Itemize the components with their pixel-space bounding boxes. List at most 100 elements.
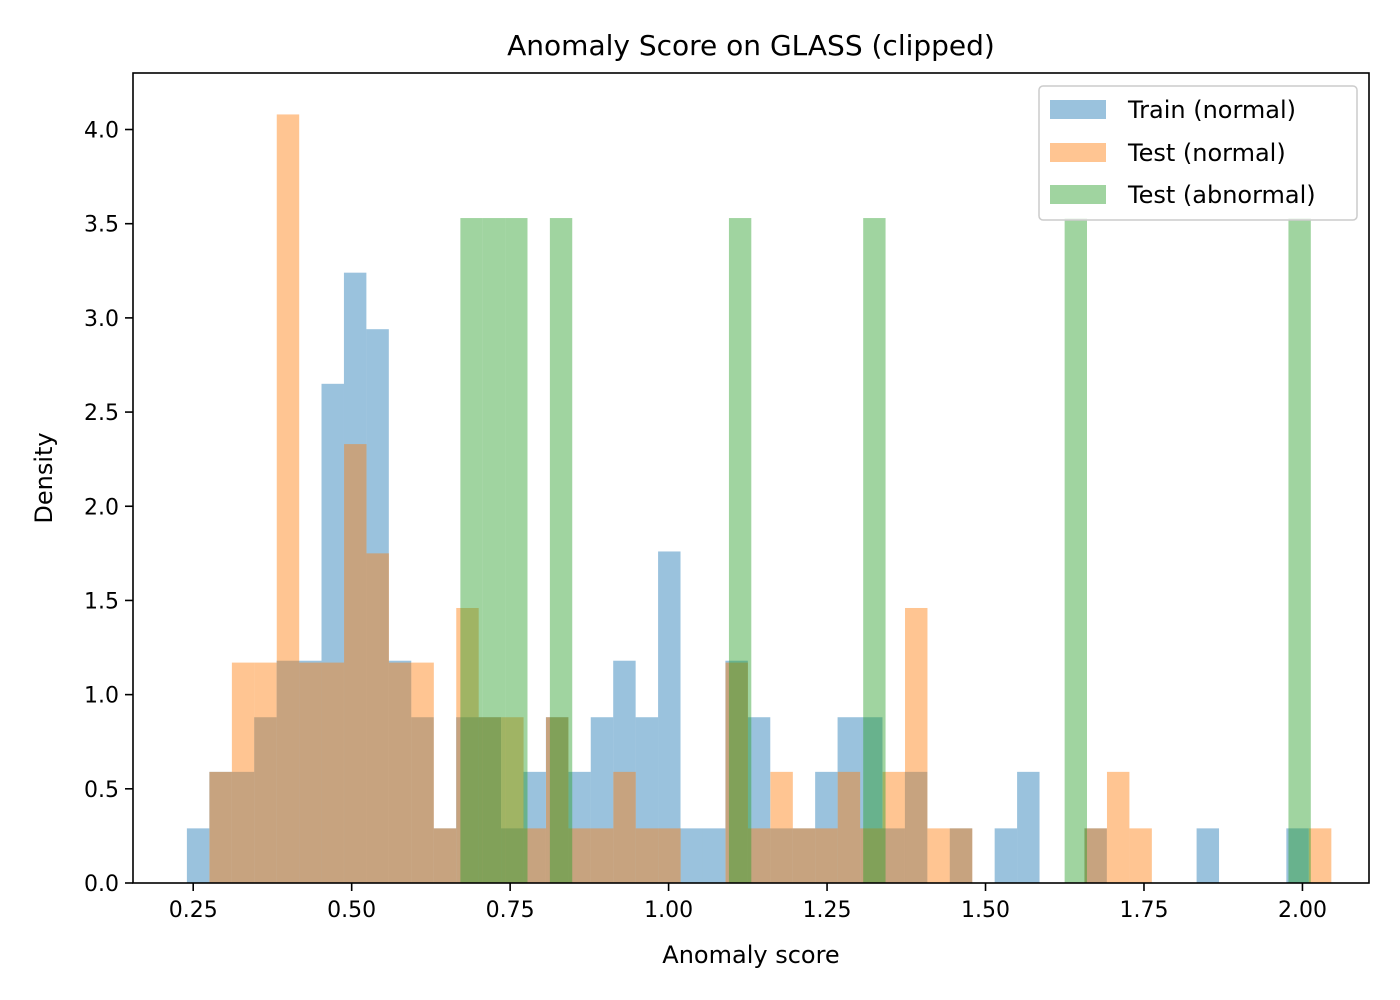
legend-label-test-abnormal: Test (abnormal) xyxy=(1127,181,1316,209)
x-tick-label: 1.25 xyxy=(803,898,852,923)
histogram-bar xyxy=(209,771,232,883)
histogram-bar xyxy=(568,771,591,883)
histogram-bar xyxy=(186,828,210,883)
histogram-bar xyxy=(905,607,928,883)
histogram-bar xyxy=(860,828,883,883)
histogram-bar xyxy=(882,771,906,883)
histogram-bar xyxy=(433,828,457,883)
histogram-bar xyxy=(680,828,703,883)
histogram-bar xyxy=(411,662,434,883)
histogram-bar xyxy=(1129,828,1152,883)
histogram-bar xyxy=(1017,771,1040,883)
histogram-bar xyxy=(546,717,569,883)
x-axis-label: Anomaly score xyxy=(662,941,839,969)
histogram-bar xyxy=(1286,828,1309,883)
histogram-bar xyxy=(478,717,502,883)
legend-swatch-test-normal xyxy=(1050,143,1106,162)
histogram-bar xyxy=(209,771,232,883)
histogram-bar xyxy=(299,660,322,883)
histogram-bar xyxy=(411,717,434,883)
histogram-bar xyxy=(613,771,636,883)
histogram-bar xyxy=(770,771,793,883)
histogram-bar xyxy=(882,828,905,883)
histogram-bar xyxy=(590,828,614,883)
histogram-bar xyxy=(1084,828,1107,883)
histogram-bar xyxy=(1288,218,1311,884)
histogram-bar xyxy=(460,218,483,884)
histogram-bar xyxy=(658,828,681,883)
histogram-bar xyxy=(635,828,659,883)
x-axis-ticks: 0.25 0.50 0.75 1.00 1.25 1.50 1.75 2.00 xyxy=(169,883,1327,923)
legend: Train (normal) Test (normal) Test (abnor… xyxy=(1038,85,1358,221)
histogram-bar xyxy=(994,828,1018,883)
histogram-bar xyxy=(702,828,726,883)
series-test-abnormal xyxy=(460,218,1311,884)
histogram-bar xyxy=(728,218,752,884)
histogram-bar xyxy=(545,717,569,883)
x-tick-label: 1.50 xyxy=(961,898,1010,923)
y-tick-label: 1.5 xyxy=(84,589,119,614)
histogram-bar xyxy=(747,717,771,883)
histogram-bar xyxy=(658,551,681,883)
histogram-bar xyxy=(949,828,973,883)
histogram-bar xyxy=(433,828,457,883)
histogram-bar xyxy=(1106,771,1130,883)
histogram-bar xyxy=(635,717,659,883)
chart-title: Anomaly Score on GLASS (clipped) xyxy=(507,29,995,62)
histogram-bar xyxy=(549,218,573,884)
histogram-bar xyxy=(388,662,412,883)
y-axis-label: Density xyxy=(30,432,58,523)
histogram-bar xyxy=(388,660,412,883)
y-tick-label: 2.5 xyxy=(84,401,119,426)
y-tick-label: 2.0 xyxy=(84,495,119,520)
series-test-normal xyxy=(209,114,1332,883)
histogram-bar xyxy=(344,444,367,883)
histogram-bar xyxy=(343,272,367,883)
y-axis-ticks: 0.0 0.5 1.0 1.5 2.0 2.5 3.0 3.5 4.0 xyxy=(84,119,133,897)
histogram-bar xyxy=(792,828,816,883)
histogram-bar xyxy=(366,553,389,883)
histogram-bar xyxy=(815,828,838,883)
histogram-bar xyxy=(254,717,277,883)
y-tick-label: 1.0 xyxy=(84,684,119,709)
histogram-bar xyxy=(276,114,300,883)
histogram-bar xyxy=(1064,218,1087,884)
x-tick-label: 0.25 xyxy=(169,898,218,923)
legend-swatch-test-abnormal xyxy=(1050,185,1106,204)
histogram-bar xyxy=(1084,828,1107,883)
histogram-bar xyxy=(837,771,861,883)
legend-label-test-normal: Test (normal) xyxy=(1127,139,1286,167)
x-tick-label: 1.00 xyxy=(644,898,693,923)
histogram-bar xyxy=(770,828,793,883)
histogram-bar xyxy=(456,607,479,883)
histogram-bar xyxy=(860,717,883,883)
y-tick-label: 0.0 xyxy=(84,872,119,897)
legend-label-train-normal: Train (normal) xyxy=(1127,96,1296,124)
histogram-bar xyxy=(501,828,524,883)
histogram-bar xyxy=(837,717,861,883)
histogram-bar xyxy=(1308,828,1332,883)
histogram-bar xyxy=(725,660,748,883)
histogram-bar xyxy=(456,717,479,883)
histogram-bar xyxy=(523,771,546,883)
legend-box xyxy=(1038,85,1358,221)
histogram-bar xyxy=(863,218,886,884)
histogram-bar xyxy=(904,771,928,883)
histogram-bar xyxy=(568,828,591,883)
histogram-bar xyxy=(321,383,344,883)
bars-layer xyxy=(186,114,1332,884)
histogram-bar xyxy=(501,717,524,883)
x-tick-label: 0.50 xyxy=(327,898,376,923)
x-tick-label: 2.00 xyxy=(1278,898,1327,923)
histogram-bar xyxy=(927,828,950,883)
legend-swatch-train-normal xyxy=(1050,100,1106,119)
plot-area-frame xyxy=(132,72,1370,884)
histogram-bar xyxy=(254,662,277,883)
histogram-bar xyxy=(523,828,547,883)
x-tick-label: 0.75 xyxy=(486,898,535,923)
histogram-bar xyxy=(366,329,389,883)
histogram-bar xyxy=(590,717,614,883)
histogram-bar xyxy=(321,662,345,883)
x-tick-label: 1.75 xyxy=(1119,898,1168,923)
